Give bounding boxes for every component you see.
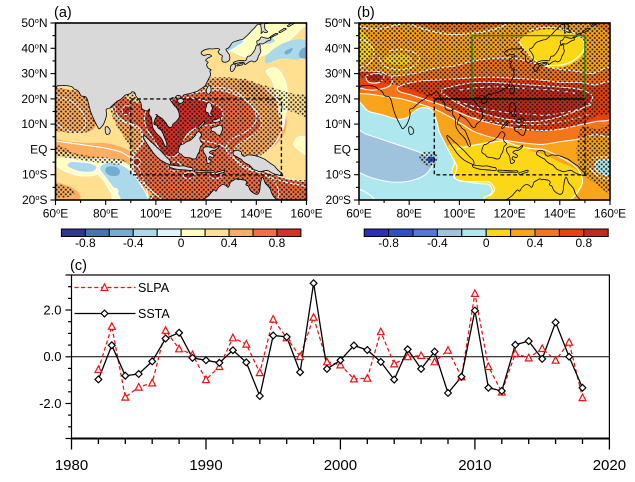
svg-text:0.4: 0.4 xyxy=(221,236,238,250)
svg-text:10oS: 10oS xyxy=(326,168,352,182)
svg-text:100oE: 100oE xyxy=(140,207,172,221)
svg-text:0: 0 xyxy=(483,236,490,250)
svg-text:50oN: 50oN xyxy=(21,16,47,30)
svg-text:30oN: 30oN xyxy=(21,67,47,81)
svg-text:160oE: 160oE xyxy=(290,207,322,221)
svg-text:-2.0: -2.0 xyxy=(39,396,61,411)
svg-text:40oN: 40oN xyxy=(21,41,47,55)
svg-text:-0.4: -0.4 xyxy=(427,236,448,250)
svg-text:160oE: 160oE xyxy=(594,207,626,221)
svg-text:SSTA: SSTA xyxy=(138,307,170,321)
svg-text:100oE: 100oE xyxy=(443,207,475,221)
svg-text:140oE: 140oE xyxy=(240,207,272,221)
svg-text:80oE: 80oE xyxy=(396,207,422,221)
svg-text:-0.4: -0.4 xyxy=(123,236,144,250)
svg-text:120oE: 120oE xyxy=(190,207,222,221)
svg-text:2020: 2020 xyxy=(593,457,626,474)
svg-text:-0.8: -0.8 xyxy=(75,236,96,250)
svg-text:50oN: 50oN xyxy=(325,16,351,30)
svg-text:10oS: 10oS xyxy=(22,168,48,182)
svg-text:1990: 1990 xyxy=(189,457,222,474)
svg-text:1980: 1980 xyxy=(55,457,88,474)
svg-text:30oN: 30oN xyxy=(325,67,351,81)
svg-text:20oS: 20oS xyxy=(326,193,352,207)
svg-text:20oN: 20oN xyxy=(325,92,351,106)
svg-text:EQ: EQ xyxy=(334,142,351,156)
svg-text:10oN: 10oN xyxy=(21,117,47,131)
svg-text:SLPA: SLPA xyxy=(138,281,170,295)
svg-text:(a): (a) xyxy=(54,5,72,21)
svg-text:0: 0 xyxy=(178,236,185,250)
svg-text:120oE: 120oE xyxy=(494,207,526,221)
svg-text:0.4: 0.4 xyxy=(527,236,544,250)
svg-text:20oS: 20oS xyxy=(22,193,48,207)
svg-text:0.8: 0.8 xyxy=(575,236,592,250)
svg-text:60oE: 60oE xyxy=(43,207,69,221)
svg-text:140oE: 140oE xyxy=(544,207,576,221)
svg-text:2000: 2000 xyxy=(324,457,357,474)
svg-text:40oN: 40oN xyxy=(325,41,351,55)
svg-text:10oN: 10oN xyxy=(325,117,351,131)
svg-text:0.0: 0.0 xyxy=(43,349,61,364)
svg-text:2010: 2010 xyxy=(458,457,491,474)
svg-text:(c): (c) xyxy=(70,258,87,274)
svg-text:60oE: 60oE xyxy=(346,207,372,221)
svg-text:20oN: 20oN xyxy=(21,92,47,106)
svg-text:(b): (b) xyxy=(357,5,375,21)
svg-text:-0.8: -0.8 xyxy=(378,236,399,250)
svg-text:EQ: EQ xyxy=(30,142,47,156)
svg-text:0.8: 0.8 xyxy=(269,236,286,250)
svg-text:2.0: 2.0 xyxy=(43,303,61,318)
svg-text:80oE: 80oE xyxy=(93,207,118,221)
